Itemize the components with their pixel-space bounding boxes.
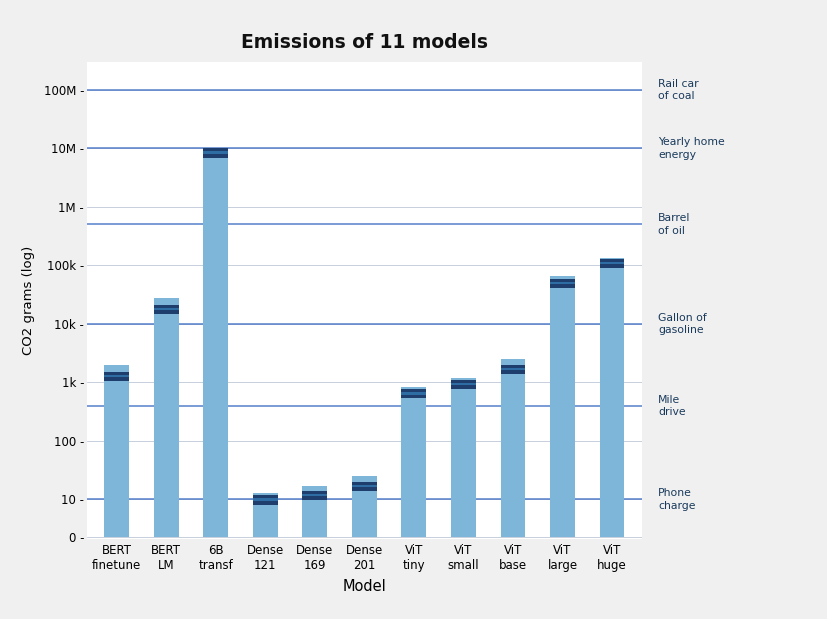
Bar	[401, 386, 426, 537]
Bar	[203, 149, 227, 157]
Bar	[302, 486, 327, 537]
Bar	[599, 258, 624, 537]
Bar	[351, 485, 376, 487]
Bar	[500, 368, 524, 370]
Bar	[549, 279, 574, 288]
Text: Barrel
of oil: Barrel of oil	[657, 214, 690, 236]
Y-axis label: CO2 grams (log): CO2 grams (log)	[22, 246, 36, 355]
Text: Mile
drive: Mile drive	[657, 394, 685, 417]
Bar	[351, 476, 376, 537]
Bar	[500, 359, 524, 537]
Bar	[401, 389, 426, 399]
Bar	[599, 259, 624, 268]
X-axis label: Model: Model	[342, 579, 385, 594]
Bar	[302, 491, 327, 500]
Bar	[104, 374, 129, 377]
Bar	[451, 378, 476, 537]
Bar	[500, 365, 524, 374]
Bar	[104, 371, 129, 381]
Bar	[154, 308, 179, 310]
Bar	[154, 298, 179, 537]
Bar	[252, 493, 277, 537]
Bar	[252, 495, 277, 504]
Text: Rail car
of coal: Rail car of coal	[657, 79, 698, 101]
Bar	[154, 305, 179, 314]
Bar	[401, 392, 426, 394]
Bar	[451, 383, 476, 385]
Bar	[549, 282, 574, 284]
Bar	[302, 494, 327, 496]
Bar	[549, 276, 574, 537]
Text: Gallon of
gasoline: Gallon of gasoline	[657, 313, 706, 335]
Bar	[104, 365, 129, 537]
Bar	[203, 149, 227, 537]
Bar	[599, 262, 624, 264]
Bar	[351, 482, 376, 491]
Bar	[203, 152, 227, 154]
Title: Emissions of 11 models: Emissions of 11 models	[241, 33, 487, 52]
Text: Yearly home
energy: Yearly home energy	[657, 137, 724, 160]
Bar	[252, 498, 277, 501]
Bar	[451, 379, 476, 389]
Text: Phone
charge: Phone charge	[657, 488, 695, 511]
